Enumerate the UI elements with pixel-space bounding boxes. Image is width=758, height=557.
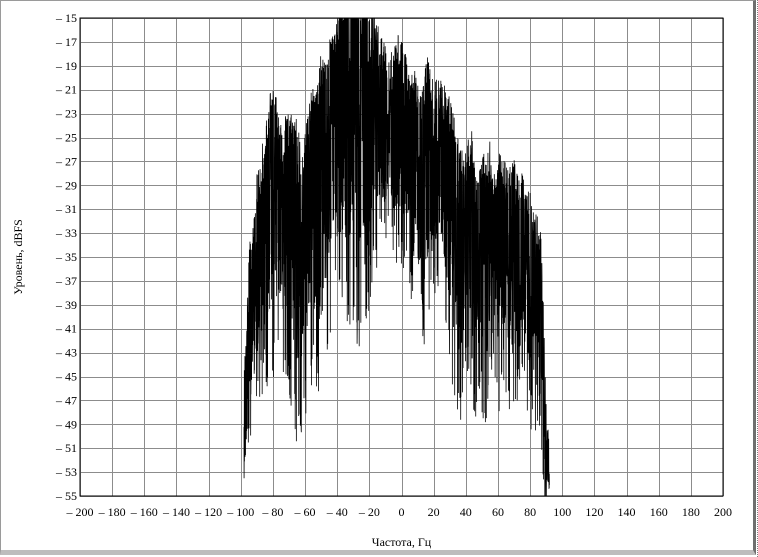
y-tick-label: – 35 <box>55 250 77 264</box>
y-tick-label: – 41 <box>55 322 77 336</box>
y-axis-label: Уровень, dBFS <box>11 219 25 295</box>
y-axis-ticks: – 15 – 17 – 19 – 21 – 23 – 25 – 27 – 29 – 31 – 33… <box>55 11 77 503</box>
x-tick-label: – 20 <box>358 505 380 519</box>
x-axis-label: Частота, Гц <box>372 535 432 549</box>
x-tick-label: 120 <box>585 505 603 519</box>
spectrum-line <box>243 17 550 497</box>
x-tick-label: 200 <box>714 505 732 519</box>
x-tick-label: – 140 <box>162 505 190 519</box>
y-tick-label: – 55 <box>55 489 77 503</box>
y-tick-label: – 29 <box>55 178 77 192</box>
y-tick-label: – 37 <box>55 274 77 288</box>
y-tick-label: – 17 <box>55 35 77 49</box>
y-tick-label: – 19 <box>55 59 77 73</box>
x-tick-label: 160 <box>650 505 668 519</box>
x-tick-label: 0 <box>399 505 405 519</box>
y-tick-label: – 31 <box>55 202 77 216</box>
x-tick-label: – 80 <box>261 505 283 519</box>
spectrum-trace <box>243 17 550 497</box>
y-tick-label: – 51 <box>55 441 77 455</box>
y-tick-label: – 23 <box>55 107 77 121</box>
y-tick-label: – 25 <box>55 131 77 145</box>
x-tick-label: 60 <box>492 505 504 519</box>
x-tick-label: 40 <box>460 505 472 519</box>
x-tick-label: – 160 <box>130 505 158 519</box>
x-tick-label: – 180 <box>98 505 126 519</box>
y-tick-label: – 53 <box>55 465 77 479</box>
y-tick-label: – 49 <box>55 417 77 431</box>
y-tick-label: – 33 <box>55 226 77 240</box>
x-tick-label: 80 <box>524 505 536 519</box>
y-tick-label: – 43 <box>55 346 77 360</box>
plot-border <box>79 17 724 497</box>
x-tick-label: 20 <box>428 505 440 519</box>
x-tick-label: – 100 <box>226 505 254 519</box>
x-tick-label: 180 <box>682 505 700 519</box>
y-tick-label: – 47 <box>55 393 77 407</box>
x-tick-label: 140 <box>618 505 636 519</box>
y-tick-label: – 27 <box>55 154 77 168</box>
x-tick-label: 100 <box>553 505 571 519</box>
y-tick-label: – 39 <box>55 298 77 312</box>
y-tick-label: – 45 <box>55 370 77 384</box>
x-axis-ticks: – 200– 180– 160– 140– 120– 100– 80– 60– … <box>66 505 733 519</box>
y-tick-label: – 15 <box>55 11 77 25</box>
x-tick-label: – 60 <box>294 505 316 519</box>
x-tick-label: – 120 <box>194 505 222 519</box>
y-tick-label: – 21 <box>55 83 77 97</box>
x-tick-label: – 200 <box>66 505 94 519</box>
x-tick-label: – 40 <box>326 505 348 519</box>
